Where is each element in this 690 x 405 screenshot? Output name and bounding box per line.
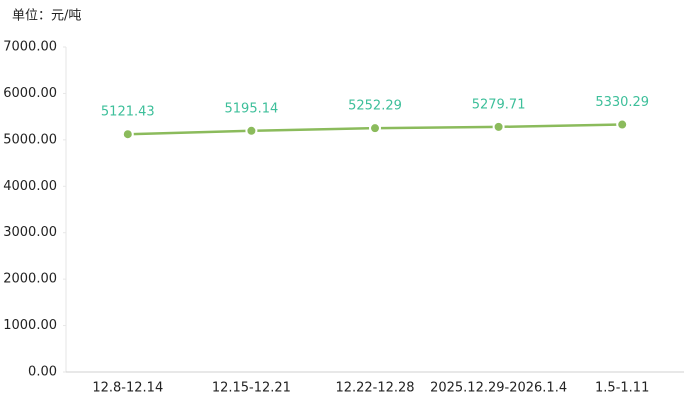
- x-tick-label: 1.5-1.11: [595, 381, 649, 396]
- y-tick-label: 5000.00: [3, 132, 57, 147]
- y-tick-label: 7000.00: [3, 40, 57, 55]
- y-tick-label: 3000.00: [3, 225, 57, 240]
- y-tick-label: 1000.00: [3, 318, 57, 333]
- x-tick-label: 2025.12.29-2026.1.4: [430, 381, 567, 396]
- data-label: 5279.71: [472, 97, 526, 112]
- marker: [369, 122, 381, 135]
- y-tick-label: 6000.00: [3, 86, 57, 101]
- x-tick-label: 12.22-12.28: [335, 381, 414, 396]
- y-tick-label: 4000.00: [3, 179, 57, 194]
- data-label: 5121.43: [101, 105, 155, 120]
- y-tick-label: 2000.00: [3, 272, 57, 287]
- marker: [121, 128, 134, 141]
- y-axis-label: 单位：元/吨: [12, 9, 81, 24]
- data-label: 5252.29: [348, 99, 402, 114]
- marker: [492, 120, 505, 133]
- x-tick-label: 12.15-12.21: [212, 381, 291, 396]
- marker: [245, 124, 258, 137]
- x-tick-label: 12.8-12.14: [92, 381, 163, 396]
- data-label: 5195.14: [225, 101, 279, 116]
- marker: [616, 118, 629, 131]
- data-label: 5330.29: [595, 95, 649, 110]
- y-tick-label: 0.00: [28, 365, 57, 380]
